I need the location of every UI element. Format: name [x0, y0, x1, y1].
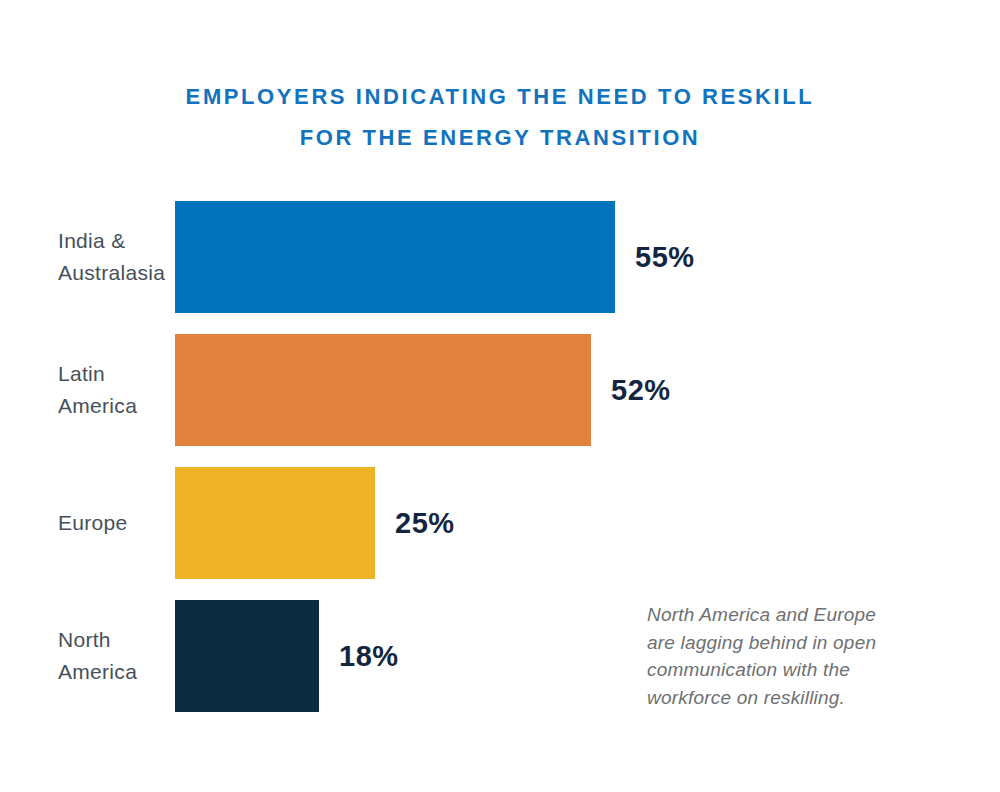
bar-row-india-australasia: India & Australasia 55%	[58, 201, 695, 313]
annotation-line-3: communication with the	[647, 656, 907, 684]
value-label: 55%	[635, 241, 695, 274]
bar-row-europe: Europe 25%	[58, 467, 695, 579]
value-label: 52%	[611, 374, 671, 407]
category-label-line-1: North	[58, 624, 175, 656]
category-label-line-2: Australasia	[58, 257, 175, 289]
bar-europe	[175, 467, 375, 579]
category-label: Latin America	[58, 358, 175, 422]
chart-title-line-2: FOR THE ENERGY TRANSITION	[0, 117, 1000, 158]
chart-title: EMPLOYERS INDICATING THE NEED TO RESKILL…	[0, 76, 1000, 158]
category-label: North America	[58, 624, 175, 688]
category-label-line-1: Latin	[58, 358, 175, 390]
chart-canvas: EMPLOYERS INDICATING THE NEED TO RESKILL…	[0, 0, 1000, 792]
category-label-line-1: India &	[58, 225, 175, 257]
category-label-line-2: America	[58, 390, 175, 422]
bar-latin-america	[175, 334, 591, 446]
category-label-line-2: America	[58, 656, 175, 688]
annotation-line-4: workforce on reskilling.	[647, 684, 907, 712]
category-label-line-1: Europe	[58, 507, 175, 539]
bar-north-america	[175, 600, 319, 712]
category-label: Europe	[58, 507, 175, 539]
annotation-note: North America and Europe are lagging beh…	[647, 601, 907, 711]
annotation-line-2: are lagging behind in open	[647, 629, 907, 657]
bar-row-north-america: North America 18%	[58, 600, 695, 712]
bar-row-latin-america: Latin America 52%	[58, 334, 695, 446]
annotation-line-1: North America and Europe	[647, 601, 907, 629]
value-label: 25%	[395, 507, 455, 540]
chart-title-line-1: EMPLOYERS INDICATING THE NEED TO RESKILL	[0, 76, 1000, 117]
category-label: India & Australasia	[58, 225, 175, 289]
value-label: 18%	[339, 640, 399, 673]
bar-chart: India & Australasia 55% Latin America 52…	[58, 201, 695, 733]
bar-india-australasia	[175, 201, 615, 313]
